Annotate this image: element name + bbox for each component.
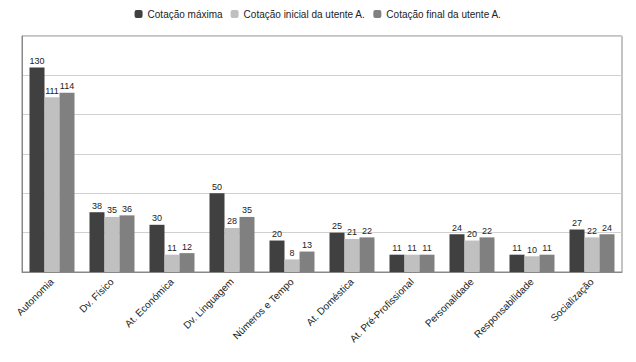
svg-text:Cotação inicial da utente A.: Cotação inicial da utente A. bbox=[244, 9, 365, 20]
svg-text:11: 11 bbox=[422, 243, 431, 253]
svg-text:30: 30 bbox=[152, 213, 162, 223]
svg-text:22: 22 bbox=[362, 226, 372, 236]
svg-text:11: 11 bbox=[167, 243, 176, 253]
svg-text:11: 11 bbox=[512, 243, 521, 253]
svg-text:At. Doméstica: At. Doméstica bbox=[304, 276, 356, 328]
svg-text:Personalidade: Personalidade bbox=[423, 276, 476, 329]
svg-text:11: 11 bbox=[392, 243, 401, 253]
svg-text:Dv. Físico: Dv. Físico bbox=[77, 276, 116, 315]
svg-text:Socialização: Socialização bbox=[548, 276, 596, 324]
svg-text:10: 10 bbox=[527, 245, 537, 255]
svg-text:130: 130 bbox=[29, 56, 44, 66]
svg-text:111: 111 bbox=[45, 86, 59, 96]
svg-text:At. Económica: At. Económica bbox=[123, 276, 177, 330]
svg-text:Dv. Linguagem: Dv. Linguagem bbox=[181, 276, 236, 331]
svg-text:35: 35 bbox=[107, 205, 117, 215]
svg-text:22: 22 bbox=[587, 226, 597, 236]
svg-text:13: 13 bbox=[302, 240, 312, 250]
svg-text:At. Pré-Profissional: At. Pré-Profissional bbox=[348, 276, 416, 344]
svg-text:Cotação final da utente A.: Cotação final da utente A. bbox=[386, 9, 501, 20]
svg-text:20: 20 bbox=[272, 229, 282, 239]
svg-text:Autonomia: Autonomia bbox=[14, 276, 56, 318]
svg-text:24: 24 bbox=[602, 223, 612, 233]
svg-text:Números e Tempo: Números e Tempo bbox=[231, 276, 297, 342]
svg-text:114: 114 bbox=[60, 81, 74, 91]
svg-text:50: 50 bbox=[212, 182, 222, 192]
svg-text:12: 12 bbox=[182, 242, 192, 252]
svg-text:38: 38 bbox=[92, 201, 102, 211]
svg-text:24: 24 bbox=[452, 223, 462, 233]
svg-text:22: 22 bbox=[482, 226, 492, 236]
svg-text:Cotação máxima: Cotação máxima bbox=[148, 9, 223, 20]
svg-text:Responsabilidade: Responsabilidade bbox=[472, 276, 536, 340]
svg-text:20: 20 bbox=[467, 229, 477, 239]
svg-text:28: 28 bbox=[227, 216, 237, 226]
svg-text:11: 11 bbox=[407, 243, 416, 253]
svg-text:8: 8 bbox=[289, 248, 294, 258]
svg-text:21: 21 bbox=[347, 227, 357, 237]
svg-text:25: 25 bbox=[332, 221, 342, 231]
svg-text:11: 11 bbox=[542, 243, 551, 253]
svg-text:35: 35 bbox=[242, 205, 252, 215]
svg-text:27: 27 bbox=[572, 218, 582, 228]
svg-text:36: 36 bbox=[122, 204, 132, 214]
